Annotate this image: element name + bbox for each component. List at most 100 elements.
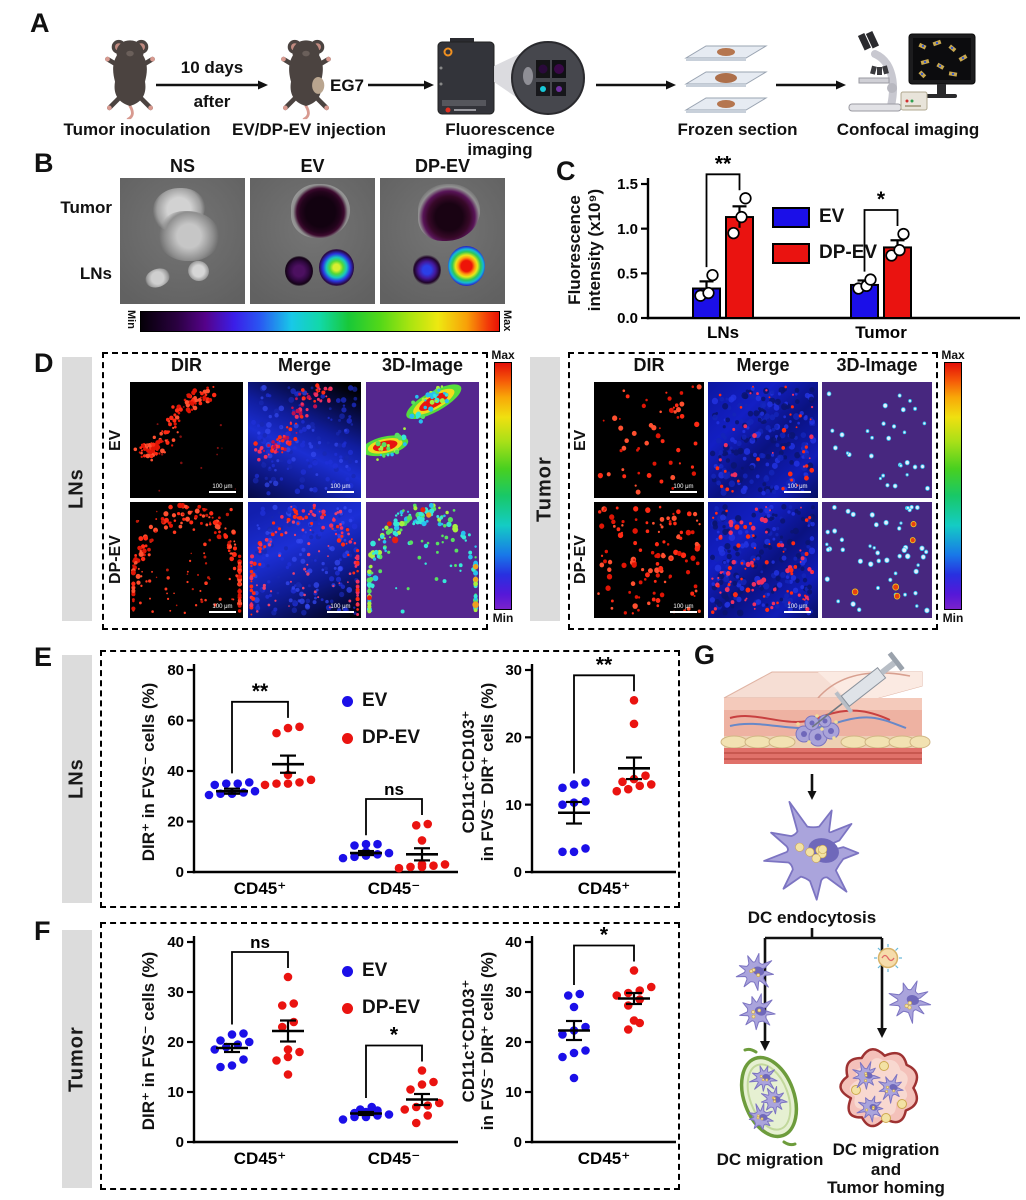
svg-text:1.0: 1.0 xyxy=(617,221,638,238)
g-caption-homing-1: DC migration xyxy=(832,1140,940,1159)
micro-lns-dpev-merge: 100 μm xyxy=(248,502,361,618)
svg-text:10: 10 xyxy=(505,1084,522,1101)
step4-caption: Frozen section xyxy=(677,120,798,139)
svg-text:CD45⁺: CD45⁺ xyxy=(234,879,286,898)
mouse-tumor-icon xyxy=(276,32,336,120)
legend-swatch-dpev xyxy=(772,242,810,264)
legend-swatch-ev xyxy=(772,206,810,228)
d-tumor-colorbar-max: Max xyxy=(941,348,965,362)
tumor-homing-icon xyxy=(839,1048,919,1128)
d-tumor-colorbar xyxy=(944,362,962,610)
svg-text:CD45⁻: CD45⁻ xyxy=(368,879,420,898)
panel-c-label: C xyxy=(556,156,576,186)
b-image-ns xyxy=(120,178,245,304)
arrow-icon xyxy=(368,80,434,90)
svg-text:0.0: 0.0 xyxy=(617,310,638,327)
b-image-dpev xyxy=(380,178,505,304)
micro-lns-ev-merge: 100 μm xyxy=(248,382,361,498)
svg-text:0: 0 xyxy=(514,1134,522,1151)
d-lns-row-dpev: DP-EV xyxy=(107,535,124,585)
micro-tumor-dpev-merge: 100 μm xyxy=(708,502,818,618)
micro-lns-ev-dir: 100 μm xyxy=(130,382,243,498)
micro-tumor-ev-dir: 100 μm xyxy=(594,382,704,498)
svg-text:20: 20 xyxy=(505,1034,522,1051)
svg-text:ns: ns xyxy=(250,933,270,952)
svg-text:CD45⁺: CD45⁺ xyxy=(234,1149,286,1168)
syringe-icon xyxy=(811,651,905,728)
svg-text:0: 0 xyxy=(176,864,184,881)
svg-text:20: 20 xyxy=(505,730,522,747)
svg-text:0.5: 0.5 xyxy=(617,266,638,283)
arrow-icon xyxy=(156,80,268,90)
svg-text:30: 30 xyxy=(505,662,522,679)
dc-small-icon xyxy=(735,953,774,991)
g-caption-migration: DC migration xyxy=(716,1150,824,1169)
d-lns-box xyxy=(102,352,488,630)
d-tumor-box xyxy=(568,352,938,630)
e-legend-dpev: DP-EV xyxy=(342,727,420,749)
e-box xyxy=(100,650,680,908)
c-y-axis-label: Fluorescence intensity (x10⁹) xyxy=(565,188,604,312)
svg-text:*: * xyxy=(600,924,609,947)
scatter-lns-cd11c: 0 10 20 30 ** CD45⁺ xyxy=(505,653,676,898)
c-legend-dpev: DP-EV xyxy=(772,242,877,264)
panel-a-label: A xyxy=(30,8,50,38)
svg-text:**: ** xyxy=(596,653,613,676)
legend-label-ev: EV xyxy=(819,206,845,227)
arrow-down-icon xyxy=(807,774,817,800)
microscope-monitor-icon xyxy=(848,31,976,112)
d-lns-col-3d: 3D-Image xyxy=(381,355,464,375)
d-lns-colorbar-min: Min xyxy=(492,611,514,625)
b-colorbar xyxy=(140,311,500,332)
dc-small-icon xyxy=(888,980,932,1024)
svg-text:10: 10 xyxy=(167,1084,184,1101)
slides-icon xyxy=(684,45,768,113)
svg-text:40: 40 xyxy=(167,934,184,951)
micro-lns-dpev-3d xyxy=(366,502,479,618)
d-tumor-colorbar-min: Min xyxy=(942,611,964,625)
d-tumor-col-dir: DIR xyxy=(633,355,665,375)
g-caption-homing-3: Tumor homing xyxy=(827,1178,945,1197)
step5-caption: Confocal imaging xyxy=(836,120,980,139)
b-row-lns: LNs xyxy=(79,264,112,283)
legend-dot-dpev xyxy=(342,732,353,744)
d-lns-colorbar-max: Max xyxy=(491,348,515,362)
svg-text:**: ** xyxy=(252,680,269,703)
c-legend-ev: EV xyxy=(772,206,844,228)
svg-text:1.5: 1.5 xyxy=(617,176,638,193)
d-lns-colorbar xyxy=(494,362,512,610)
d-tumor-col-merge: Merge xyxy=(736,355,790,375)
d-lns-col-dir: DIR xyxy=(171,355,202,375)
b-row-tumor: Tumor xyxy=(60,198,112,217)
d-tumor-row-dpev: DP-EV xyxy=(572,535,589,585)
panel-d-label: D xyxy=(34,348,54,378)
micro-tumor-dpev-dir: 100 μm xyxy=(594,502,704,618)
scatter-tumor-cd11c: 0 10 20 30 40 * CD45⁺ xyxy=(505,924,676,1168)
mouse-icon xyxy=(100,32,160,120)
skin-injection-icon xyxy=(720,651,931,764)
panel-g-label: G xyxy=(694,640,716,670)
f-sidebar-tumor: Tumor xyxy=(62,930,92,1188)
arrow1-label-bottom: after xyxy=(193,92,231,111)
b-col-dpev: DP-EV xyxy=(414,156,470,176)
f-legend-dpev: DP-EV xyxy=(342,997,420,1019)
svg-text:*: * xyxy=(877,188,886,211)
svg-text:**: ** xyxy=(715,152,732,175)
scatter-tumor-dir: 0 10 20 30 40 ns * CD45⁺ CD45⁻ xyxy=(167,933,458,1168)
svg-text:CD45⁺: CD45⁺ xyxy=(578,1149,630,1168)
d-lns-col-merge: Merge xyxy=(277,355,331,375)
svg-text:20: 20 xyxy=(167,1034,184,1051)
svg-text:Tumor: Tumor xyxy=(855,323,907,342)
dc-small-icon xyxy=(739,993,776,1031)
svg-text:LNs: LNs xyxy=(707,323,739,342)
step2-caption: EV/DP-EV injection xyxy=(232,120,386,139)
arrow-icon xyxy=(596,80,676,90)
svg-text:0: 0 xyxy=(176,1134,184,1151)
branch-arrows xyxy=(760,928,887,1051)
lymph-node-icon xyxy=(739,1047,799,1147)
svg-text:40: 40 xyxy=(505,934,522,951)
d-lns-row-ev: EV xyxy=(107,429,124,451)
svg-text:60: 60 xyxy=(167,713,184,730)
f-box xyxy=(100,922,680,1190)
dendritic-cell-icon xyxy=(763,801,860,901)
